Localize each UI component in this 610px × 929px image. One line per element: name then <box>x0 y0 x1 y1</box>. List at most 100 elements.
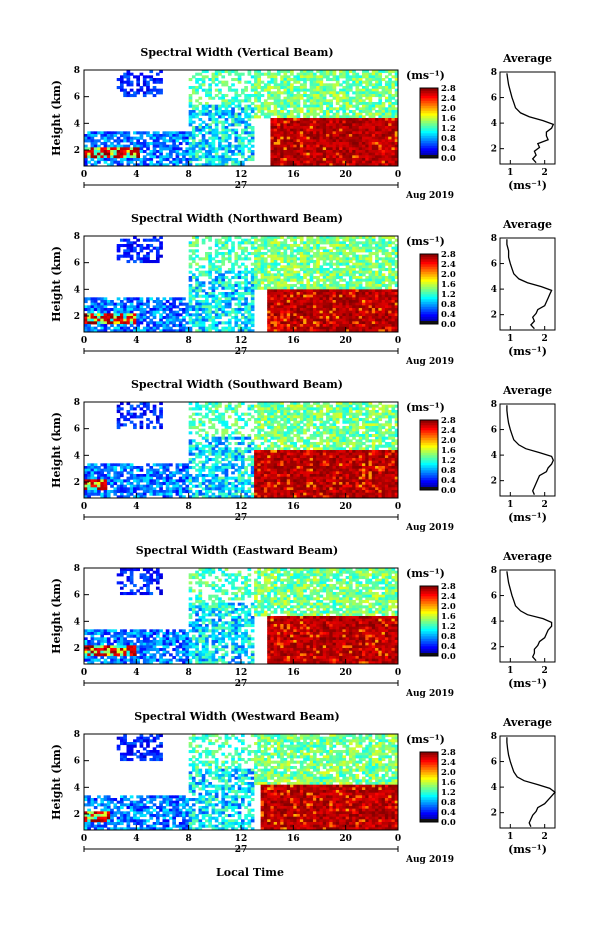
heatmap-cell <box>133 479 137 483</box>
heatmap-cell <box>129 482 134 486</box>
heatmap-cell <box>306 257 311 261</box>
heatmap-cell <box>303 326 307 330</box>
heatmap-cell <box>384 123 389 127</box>
colorbar-swatch <box>420 155 438 158</box>
heatmap-cell <box>133 313 137 317</box>
heatmap-cell <box>283 329 288 333</box>
heatmap-cell <box>227 112 232 116</box>
heatmap-cell <box>388 131 392 135</box>
heatmap-cell <box>247 96 252 100</box>
heatmap-cell <box>326 86 330 90</box>
heatmap-cell <box>329 252 333 256</box>
heatmap-cell <box>97 482 101 486</box>
heatmap-cell <box>286 155 291 159</box>
heatmap-cell <box>283 292 288 296</box>
heatmap-cell <box>93 160 98 164</box>
heatmap-cell <box>103 139 108 143</box>
heatmap-cell <box>276 91 281 95</box>
heatmap-cell <box>365 118 369 122</box>
heatmap-cell <box>293 115 297 119</box>
heatmap-cell <box>205 308 209 312</box>
heatmap-cell <box>348 329 353 333</box>
heatmap-cell <box>355 284 360 288</box>
heatmap-cell <box>119 463 124 467</box>
heatmap-cell <box>362 150 366 154</box>
colorbar-tick-label: 0.4 <box>441 310 456 320</box>
heatmap-cell <box>244 86 248 90</box>
heatmap-cell <box>362 249 366 253</box>
heatmap-cell <box>342 244 347 248</box>
heatmap-cell <box>381 278 386 282</box>
heatmap-cell <box>296 120 301 124</box>
heatmap-cell <box>113 160 118 164</box>
heatmap-cell <box>208 246 212 250</box>
heatmap-cell <box>84 471 88 475</box>
heatmap-cell <box>394 326 399 330</box>
heatmap-cell <box>378 128 383 132</box>
heatmap-cell <box>391 316 396 320</box>
heatmap-cell <box>224 152 229 156</box>
heatmap-cell <box>110 463 114 467</box>
heatmap-cell <box>391 305 396 309</box>
heatmap-cell <box>362 147 366 151</box>
heatmap-cell <box>214 163 219 167</box>
heatmap-cell <box>208 83 212 87</box>
heatmap-cell <box>388 147 392 151</box>
colorbar-swatch <box>420 319 438 322</box>
heatmap-cell <box>355 236 360 240</box>
heatmap-cell <box>113 305 118 309</box>
heatmap-cell <box>394 110 399 114</box>
heatmap-cell <box>116 321 121 325</box>
heatmap-cell <box>162 463 167 467</box>
heatmap-cell <box>358 249 363 253</box>
heatmap-cell <box>247 107 252 111</box>
heatmap-cell <box>384 244 389 248</box>
heatmap-cell <box>247 289 252 293</box>
heatmap-cell <box>378 302 383 306</box>
heatmap-cell <box>273 252 278 256</box>
heatmap-cell <box>191 115 196 119</box>
heatmap-cell <box>126 152 131 156</box>
heatmap-cell <box>136 479 140 483</box>
heatmap-cell <box>329 94 333 98</box>
heatmap-cell <box>162 495 167 499</box>
heatmap-cell <box>155 252 160 256</box>
heatmap-cell <box>352 152 356 156</box>
colorbar-swatch <box>420 125 438 129</box>
heatmap-cell <box>348 257 353 261</box>
heatmap-cell <box>123 324 127 328</box>
heatmap-cell <box>362 126 366 130</box>
heatmap-cell <box>267 278 271 282</box>
heatmap-cell <box>149 468 154 472</box>
heatmap-cell <box>280 254 284 258</box>
heatmap-cell <box>244 120 248 124</box>
heatmap-cell <box>182 297 186 301</box>
heatmap-cell <box>326 126 330 130</box>
heatmap-cell <box>218 107 222 111</box>
heatmap-cell <box>303 252 307 256</box>
heatmap-cell <box>283 107 288 111</box>
heatmap-cell <box>241 136 245 140</box>
heatmap-cell <box>276 72 281 76</box>
heatmap-cell <box>191 107 196 111</box>
heatmap-cell <box>155 238 160 242</box>
heatmap-cell <box>247 80 252 84</box>
heatmap-cell <box>106 302 111 306</box>
heatmap-cell <box>84 134 88 138</box>
heatmap-cell <box>208 160 212 164</box>
heatmap-cell <box>250 158 255 162</box>
heatmap-cell <box>309 139 314 143</box>
heatmap-cell <box>87 297 91 301</box>
heatmap-cell <box>116 329 121 333</box>
heatmap-cell <box>244 104 248 108</box>
heatmap-cell <box>355 241 360 245</box>
heatmap-cell <box>303 78 307 82</box>
heatmap-cell <box>345 252 350 256</box>
heatmap-cell <box>195 144 199 148</box>
heatmap-cell <box>90 310 95 314</box>
heatmap-cell <box>319 292 324 296</box>
heatmap-cell <box>241 120 245 124</box>
heatmap-cell <box>146 326 150 330</box>
heatmap-cell <box>381 163 386 167</box>
heatmap-cell <box>309 246 314 250</box>
